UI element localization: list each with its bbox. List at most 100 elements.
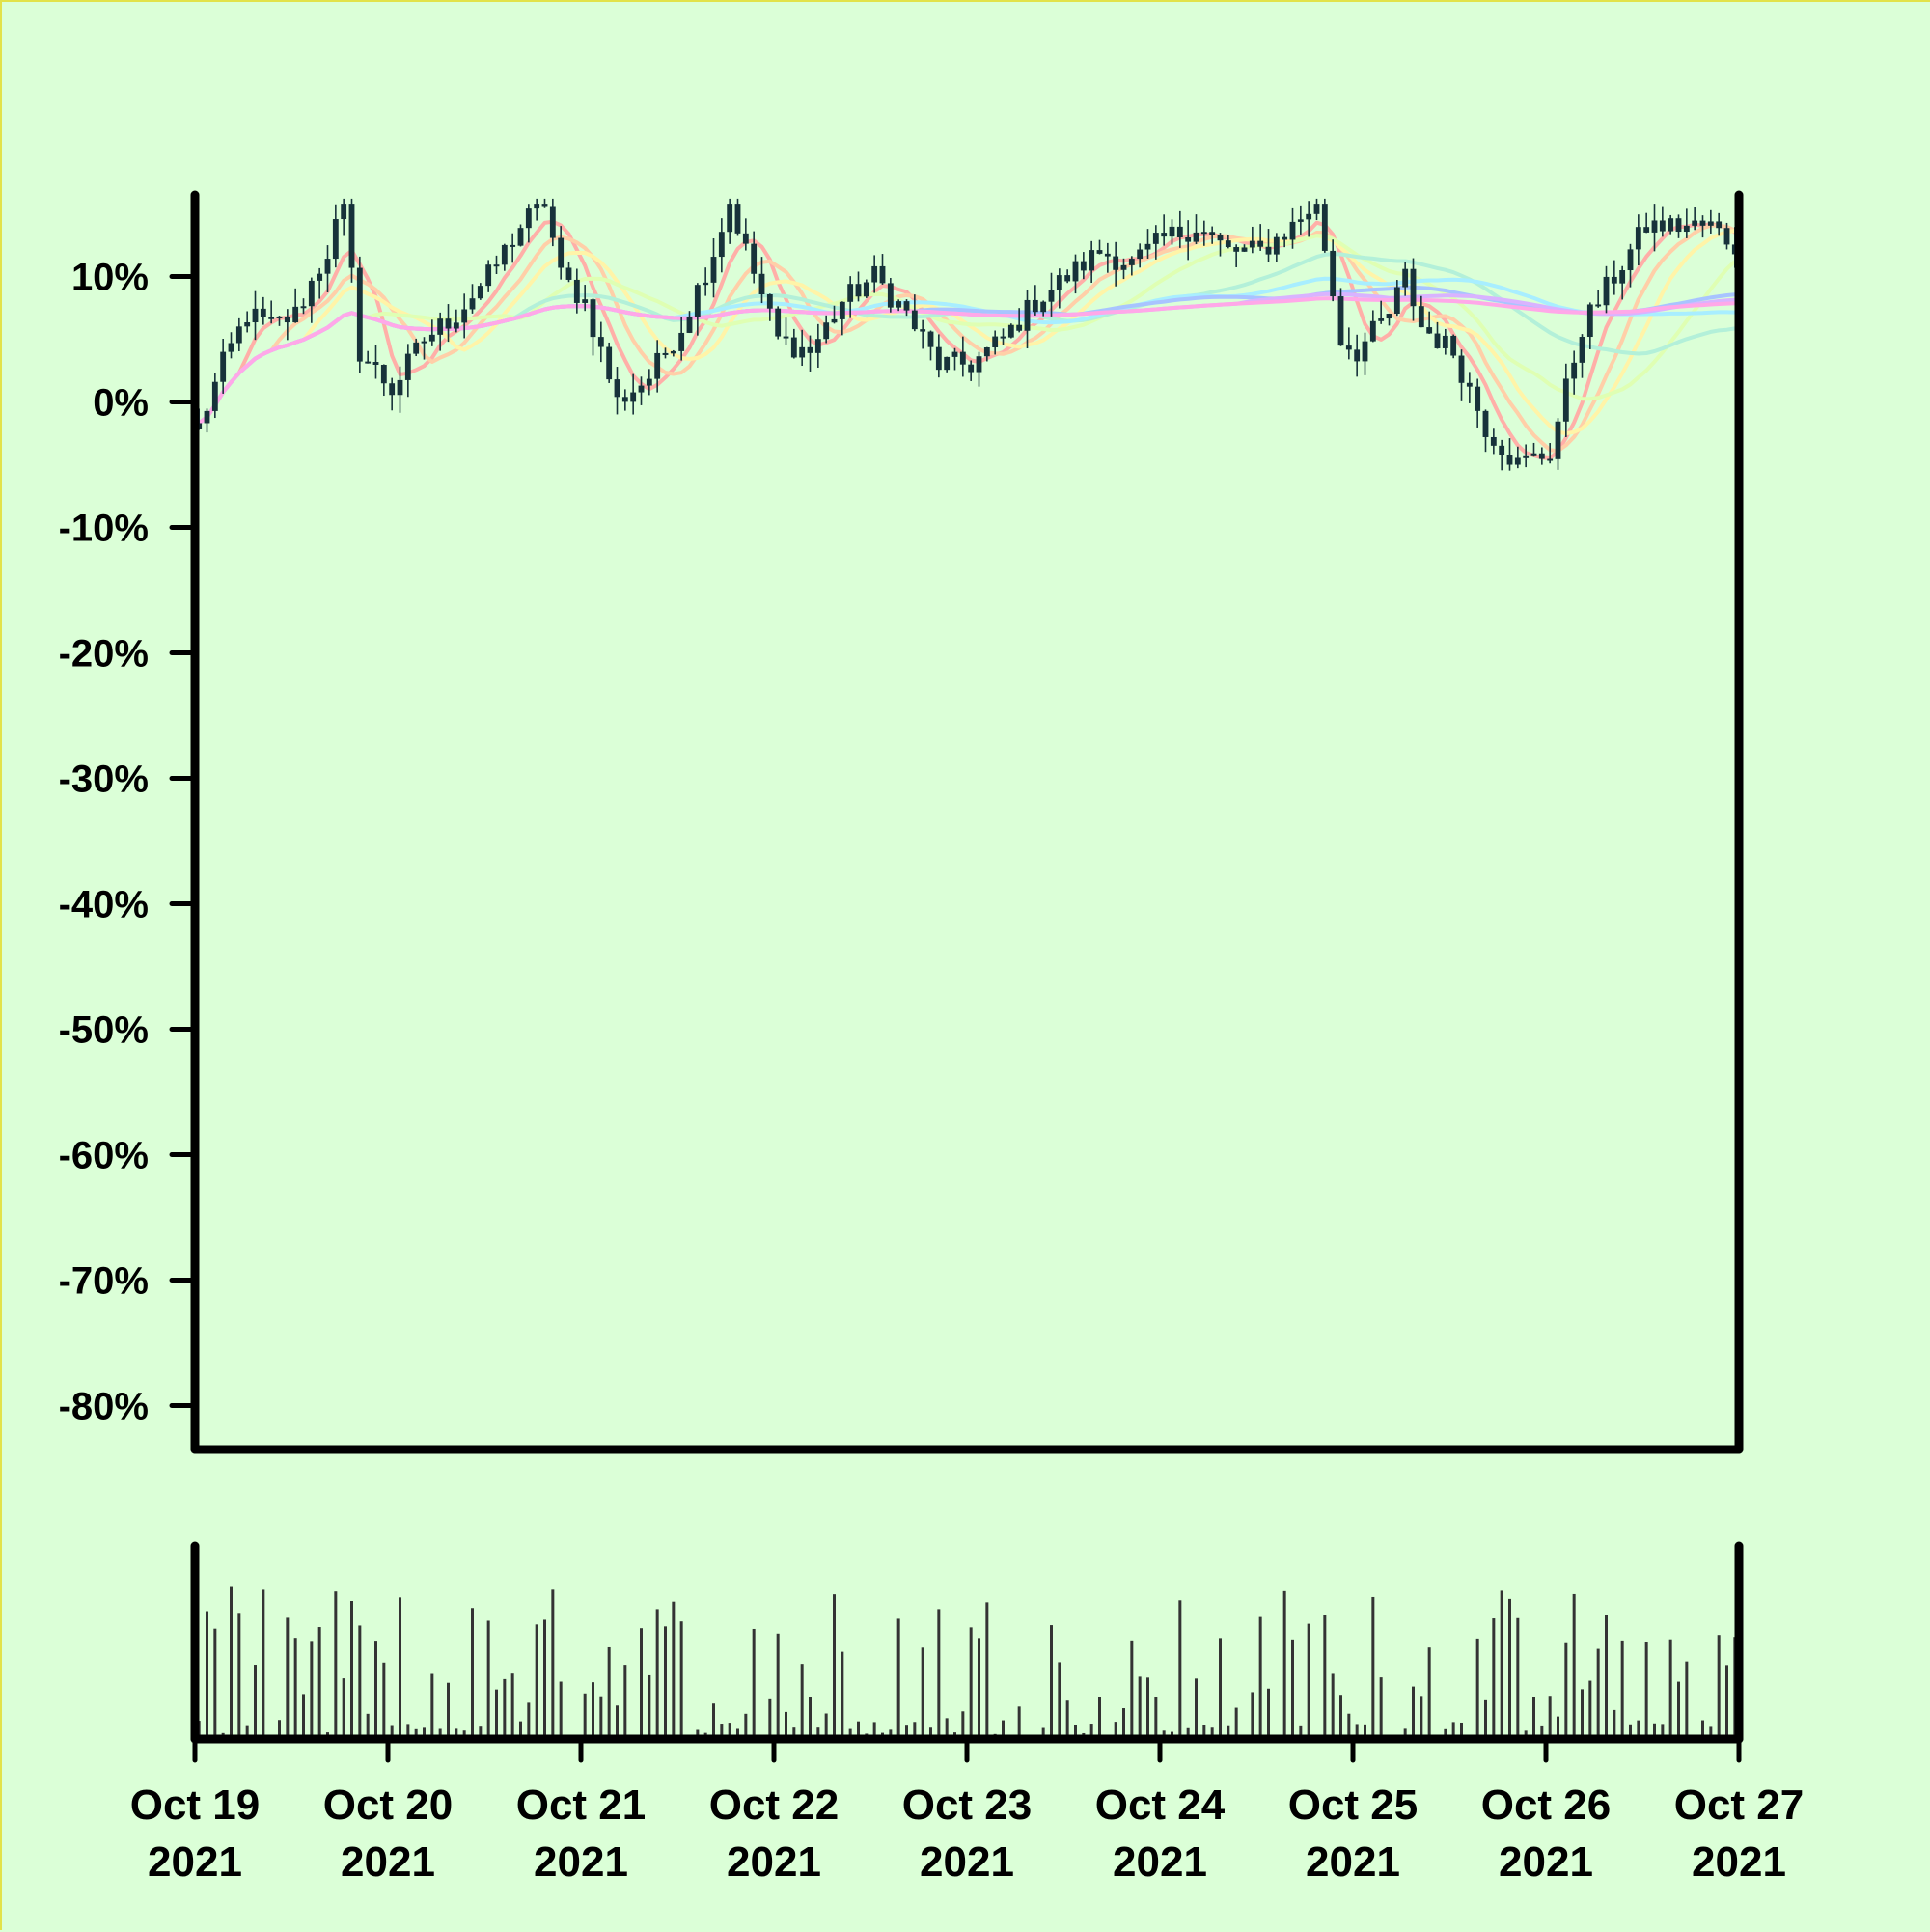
- volume-bar: [1725, 1665, 1728, 1739]
- volume-bar: [1605, 1615, 1608, 1739]
- volume-bar: [1323, 1615, 1326, 1739]
- x-tick-label-year: 2021: [148, 1838, 242, 1886]
- volume-bar: [310, 1641, 313, 1739]
- volume-bar: [382, 1663, 385, 1739]
- y-tick-label: -20%: [59, 633, 149, 676]
- volume-bar: [1621, 1641, 1624, 1739]
- volume-bar: [1573, 1594, 1576, 1739]
- volume-bar: [801, 1664, 804, 1739]
- volume-bar: [1597, 1649, 1600, 1739]
- volume-bar: [1339, 1695, 1342, 1739]
- volume-bar: [1139, 1676, 1142, 1739]
- volume-bar: [978, 1638, 980, 1739]
- volume-bar: [511, 1673, 514, 1739]
- volume-bar: [1066, 1700, 1069, 1739]
- candle: [735, 199, 741, 236]
- y-tick-label: -60%: [59, 1135, 149, 1177]
- volume-bar: [1501, 1590, 1503, 1739]
- volume-bar: [1588, 1681, 1591, 1739]
- volume-bar: [584, 1694, 587, 1739]
- volume-bar: [712, 1703, 715, 1739]
- volume-bar: [1251, 1692, 1254, 1739]
- volume-bar: [1581, 1689, 1584, 1739]
- volume-bar: [213, 1629, 216, 1739]
- volume-bar: [374, 1641, 377, 1739]
- x-tick-label-month: Oct 23: [902, 1781, 1033, 1829]
- volume-bar: [1219, 1638, 1222, 1739]
- volume-bar: [1259, 1617, 1262, 1739]
- y-tick-label: -30%: [59, 759, 149, 801]
- volume-bar: [592, 1682, 594, 1739]
- volume-bar: [922, 1647, 924, 1739]
- candle: [1322, 199, 1328, 253]
- volume-bar: [1685, 1662, 1688, 1739]
- x-tick-label-month: Oct 20: [323, 1781, 454, 1829]
- x-tick-label-month: Oct 25: [1288, 1781, 1419, 1829]
- volume-bar: [1235, 1708, 1238, 1739]
- volume-bar: [937, 1609, 940, 1739]
- x-tick-label-year: 2021: [341, 1838, 435, 1886]
- volume-bar: [1428, 1647, 1431, 1739]
- volume-bar: [1532, 1697, 1535, 1739]
- volume-bar: [1308, 1624, 1310, 1739]
- volume-bar: [1146, 1677, 1149, 1739]
- x-tick-label-year: 2021: [534, 1838, 628, 1886]
- volume-bar: [551, 1589, 554, 1739]
- y-tick-label: 0%: [93, 382, 149, 425]
- volume-bar: [286, 1617, 289, 1739]
- volume-bar: [1050, 1625, 1053, 1739]
- volume-bar: [1412, 1687, 1415, 1739]
- y-tick-label: -80%: [59, 1386, 149, 1428]
- x-tick-label-month: Oct 24: [1095, 1781, 1226, 1829]
- volume-bar: [206, 1612, 208, 1739]
- volume-bar: [680, 1621, 683, 1739]
- volume-bar: [1718, 1635, 1721, 1739]
- candle: [1008, 323, 1014, 338]
- volume-bar: [1267, 1689, 1270, 1739]
- candle: [1450, 335, 1456, 359]
- volume-bar: [1130, 1641, 1133, 1739]
- volume-bar: [1484, 1700, 1487, 1739]
- volume-bar: [1492, 1618, 1495, 1739]
- volume-bar: [1645, 1642, 1648, 1739]
- volume-bar: [897, 1618, 900, 1739]
- volume-bar: [777, 1634, 780, 1739]
- y-tick-label: 10%: [71, 257, 149, 299]
- volume-bar: [350, 1601, 353, 1739]
- volume-bar: [1677, 1682, 1680, 1739]
- volume-bar: [1332, 1673, 1335, 1739]
- volume-bar: [543, 1619, 546, 1739]
- volume-bar: [1613, 1710, 1615, 1739]
- volume-bar: [1058, 1662, 1061, 1739]
- volume-bar: [358, 1625, 361, 1739]
- x-tick-label-month: Oct 22: [709, 1781, 840, 1829]
- x-tick-label-month: Oct 27: [1674, 1781, 1805, 1829]
- volume-bar: [334, 1591, 337, 1739]
- volume-bar: [536, 1624, 538, 1739]
- volume-bar: [1018, 1706, 1021, 1739]
- candle: [357, 257, 363, 373]
- volume-bar: [237, 1613, 240, 1739]
- volume-bar: [1420, 1696, 1422, 1739]
- x-tick-label-month: Oct 21: [516, 1781, 647, 1829]
- volume-bar: [985, 1602, 988, 1739]
- volume-bar: [608, 1647, 611, 1739]
- volume-bar: [664, 1626, 667, 1739]
- x-tick-label-year: 2021: [1692, 1838, 1786, 1886]
- x-tick-label-year: 2021: [727, 1838, 821, 1886]
- volume-bar: [254, 1665, 257, 1739]
- volume-bar: [1291, 1640, 1294, 1739]
- volume-bar: [833, 1594, 836, 1739]
- volume-bar: [1476, 1639, 1479, 1739]
- y-tick-label: -40%: [59, 884, 149, 926]
- volume-bar: [809, 1697, 812, 1739]
- candle: [606, 343, 612, 383]
- volume-bar: [841, 1652, 843, 1739]
- volume-bar: [1098, 1697, 1101, 1739]
- y-tick-label: -10%: [59, 508, 149, 550]
- volume-bar: [262, 1589, 264, 1739]
- volume-bar: [656, 1609, 659, 1739]
- volume-bar: [768, 1699, 771, 1739]
- x-tick-label-year: 2021: [1113, 1838, 1207, 1886]
- volume-bar: [970, 1627, 973, 1739]
